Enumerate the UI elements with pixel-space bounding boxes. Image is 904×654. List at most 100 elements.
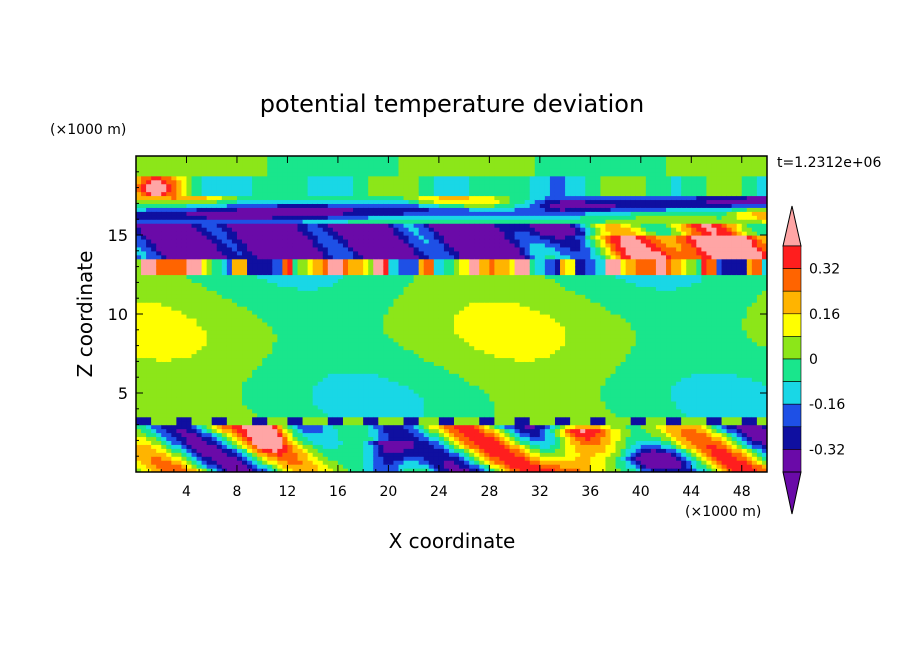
contour-cell (277, 179, 283, 185)
contour-cell (226, 444, 233, 449)
contour-cell (211, 171, 218, 177)
contour-cell (181, 416, 188, 422)
contour-cell (327, 381, 334, 386)
contour-cell (317, 242, 324, 248)
contour-cell (403, 203, 410, 208)
contour-cell (236, 235, 243, 240)
contour-cell (171, 365, 177, 370)
contour-cell (221, 365, 228, 370)
contour-cell (433, 349, 440, 355)
contour-cell (191, 219, 198, 224)
contour-cell (368, 219, 374, 224)
contour-cell (196, 365, 203, 370)
contour-cell (196, 460, 203, 465)
contour-cell (312, 377, 319, 382)
contour-cell (327, 314, 334, 319)
contour-cell (368, 235, 374, 240)
contour-cell (287, 412, 294, 418)
contour-cell (337, 314, 344, 319)
contour-cell (297, 456, 304, 461)
contour-cell (327, 369, 334, 374)
contour-cell (438, 294, 445, 299)
contour-cell (176, 353, 183, 359)
contour-cell (257, 282, 263, 287)
contour-cell (211, 159, 218, 165)
contour-cell (146, 456, 152, 461)
contour-cell (403, 416, 410, 422)
contour-cell (413, 333, 420, 339)
contour-cell (433, 274, 440, 280)
contour-cell (302, 310, 309, 315)
contour-cell (186, 207, 193, 212)
contour-cell (322, 436, 329, 441)
contour-cell (358, 452, 364, 457)
contour-cell (363, 314, 369, 319)
contour-cell (146, 361, 152, 366)
contour-cell (413, 385, 420, 390)
contour-cell (312, 159, 319, 165)
contour-cell (176, 286, 183, 291)
contour-cell (181, 381, 188, 386)
contour-cell (257, 274, 263, 280)
contour-cell (297, 274, 304, 280)
contour-cell (448, 333, 455, 339)
contour-cell (267, 357, 273, 362)
contour-cell (342, 424, 349, 430)
contour-cell (373, 412, 379, 418)
contour-cell (358, 349, 364, 355)
contour-cell (363, 310, 369, 315)
contour-cell (332, 412, 339, 418)
contour-cell (181, 412, 188, 418)
contour-cell (373, 333, 379, 339)
contour-cell (186, 242, 193, 248)
contour-cell (196, 159, 203, 165)
contour-cell (332, 416, 339, 422)
contour-cell (141, 428, 147, 434)
contour-cell (272, 381, 278, 386)
contour-cell (196, 381, 203, 386)
contour-cell (277, 203, 283, 208)
contour-cell (368, 179, 374, 185)
contour-cell (418, 294, 425, 299)
contour-cell (302, 290, 309, 295)
contour-cell (166, 452, 172, 457)
contour-cell (342, 183, 349, 189)
contour-cell (196, 385, 203, 390)
contour-cell (211, 464, 218, 469)
contour-cell (141, 250, 147, 256)
contour-cell (252, 416, 258, 422)
contour-cell (151, 227, 157, 232)
contour-cell (171, 408, 177, 414)
contour-cell (231, 412, 238, 418)
contour-cell (438, 310, 445, 315)
contour-cell (322, 163, 329, 169)
contour-cell (428, 345, 435, 351)
contour-cell (337, 227, 344, 232)
contour-cell (171, 377, 177, 382)
contour-cell (156, 286, 162, 291)
contour-cell (383, 156, 389, 161)
contour-cell (166, 211, 172, 216)
contour-cell (368, 199, 374, 204)
contour-cell (433, 444, 440, 449)
contour-cell (191, 369, 198, 374)
contour-cell (287, 333, 294, 339)
contour-cell (438, 286, 445, 291)
contour-cell (161, 361, 167, 366)
contour-cell (252, 377, 258, 382)
contour-cell (307, 290, 314, 295)
contour-cell (433, 428, 440, 434)
contour-cell (221, 163, 228, 169)
contour-cell (297, 373, 304, 378)
contour-cell (307, 250, 314, 256)
contour-cell (433, 420, 440, 426)
contour-cell (141, 424, 147, 430)
contour-cell (257, 298, 263, 303)
contour-cell (428, 171, 435, 177)
contour-cell (312, 266, 319, 272)
contour-cell (282, 400, 289, 406)
contour-cell (272, 460, 278, 465)
contour-cell (257, 317, 263, 323)
contour-cell (226, 321, 233, 327)
contour-cell (297, 282, 304, 287)
